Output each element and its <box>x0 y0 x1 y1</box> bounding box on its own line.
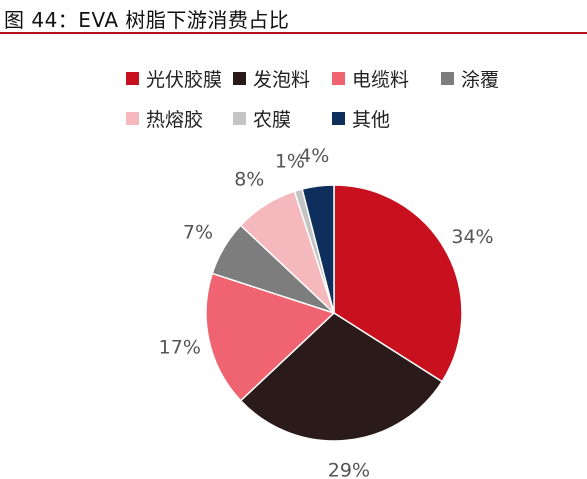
legend-label-pv-film: 光伏胶膜 <box>146 68 223 91</box>
legend-item-cable: 电缆料 <box>332 66 410 91</box>
legend-swatch-hot-melt <box>126 111 139 125</box>
legend-label-other: 其他 <box>352 108 391 131</box>
legend-label-agri-film: 农膜 <box>253 108 292 131</box>
legend-swatch-foam <box>233 71 246 85</box>
legend-label-cable: 电缆料 <box>352 68 410 91</box>
legend-swatch-pv-film <box>126 71 139 85</box>
legend-label-foam: 发泡料 <box>253 68 311 91</box>
pie-label-foam: 29% <box>328 459 370 479</box>
figure-title: 图 44：EVA 树脂下游消费占比 <box>4 8 290 32</box>
legend-swatch-agri-film <box>233 111 246 125</box>
chart-legend: 光伏胶膜 发泡料 电缆料 涂覆 热熔胶 农膜 其他 <box>0 0 587 140</box>
pie-label-cable: 17% <box>159 337 201 359</box>
legend-item-foam: 发泡料 <box>233 66 311 91</box>
legend-swatch-other <box>332 111 345 125</box>
legend-label-coating: 涂覆 <box>461 68 500 91</box>
legend-item-pv-film: 光伏胶膜 <box>126 66 223 91</box>
pie-label-coating: 7% <box>183 222 213 244</box>
pie-slice-other <box>301 184 335 314</box>
pie-label-other: 4% <box>299 145 329 167</box>
pie-slice-foam <box>239 312 444 442</box>
legend-item-hot-melt: 热熔胶 <box>126 106 204 131</box>
legend-item-other: 其他 <box>332 106 391 131</box>
figure-title-bar: 图 44：EVA 树脂下游消费占比 <box>0 0 587 34</box>
legend-label-hot-melt: 热熔胶 <box>146 108 204 131</box>
pie-slice-cable <box>205 272 336 402</box>
pie-label-agri-film: 1% <box>275 150 305 172</box>
pie-label-hot-melt: 8% <box>234 169 264 191</box>
legend-swatch-cable <box>332 71 345 85</box>
legend-item-coating: 涂覆 <box>441 66 500 91</box>
pie-label-pv-film: 34% <box>451 226 493 248</box>
legend-item-agri-film: 农膜 <box>233 106 292 131</box>
legend-swatch-coating <box>441 71 454 85</box>
